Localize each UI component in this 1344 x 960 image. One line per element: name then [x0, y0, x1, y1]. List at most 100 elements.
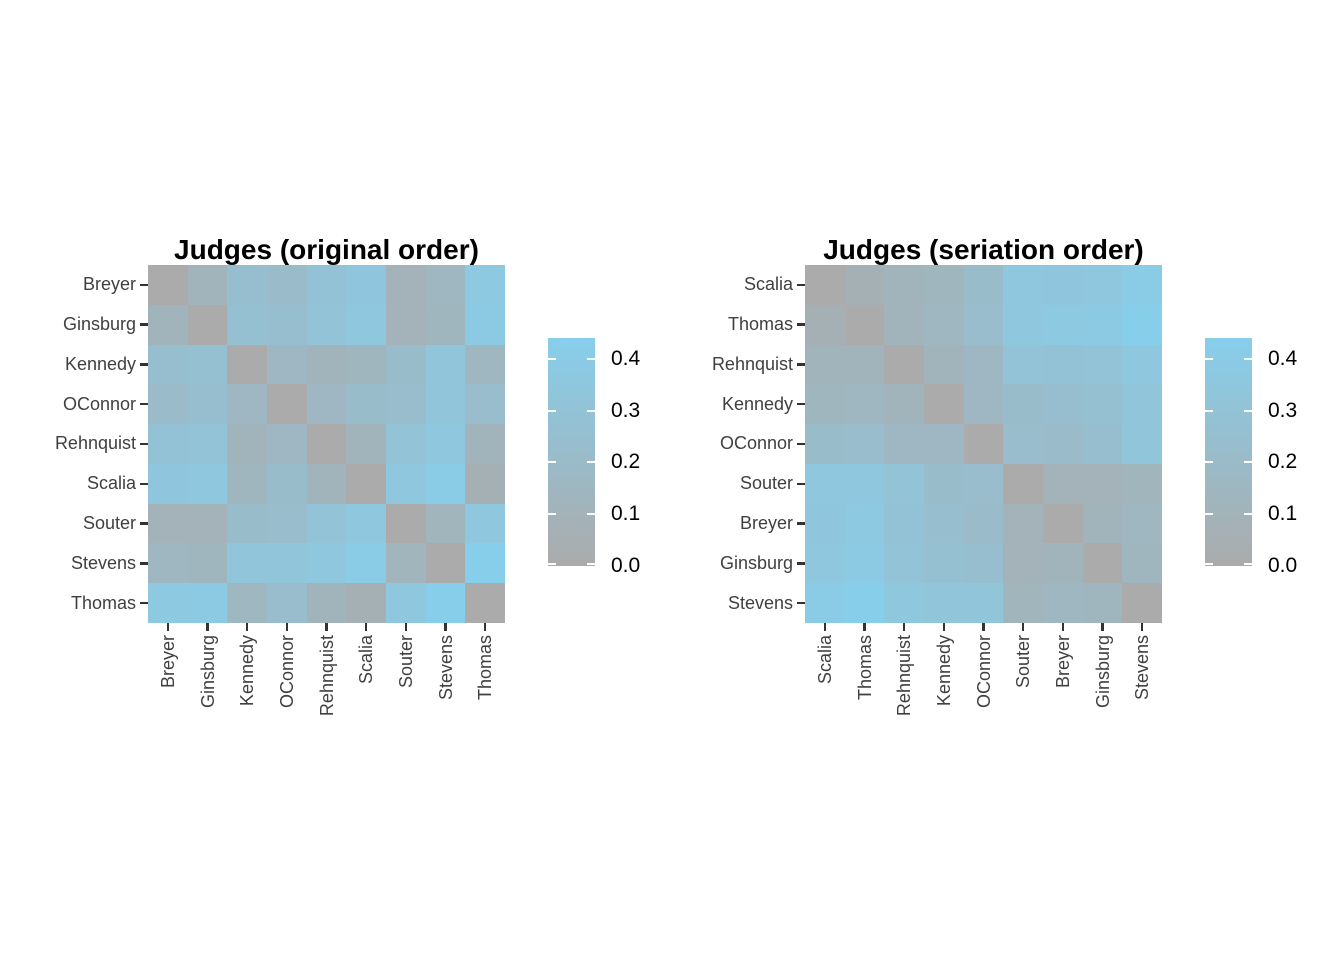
heatmap-cell	[884, 463, 925, 505]
heatmap-cell	[1003, 265, 1044, 306]
heatmap-cell	[884, 344, 925, 385]
heatmap-cell	[844, 304, 885, 345]
heatmap-cell	[1122, 503, 1163, 544]
heatmap-cell	[1082, 543, 1123, 584]
legend-tick-dash	[548, 461, 556, 464]
heatmap-cell	[805, 344, 846, 385]
y-axis-tick	[140, 522, 148, 525]
x-axis-label: OConnor	[276, 635, 297, 709]
heatmap-cell	[148, 384, 189, 425]
heatmap-cell	[267, 344, 308, 385]
heatmap-cell	[884, 265, 925, 306]
heatmap-cell	[1043, 265, 1084, 306]
heatmap-cell	[267, 265, 308, 306]
heatmap-cell	[227, 543, 268, 584]
heatmap-cell	[227, 424, 268, 465]
heatmap-cell	[187, 344, 228, 385]
heatmap-cell	[884, 424, 925, 465]
heatmap-cell	[386, 463, 427, 505]
x-axis-tick	[863, 623, 866, 631]
heatmap-cell	[805, 384, 846, 425]
heatmap-cell	[227, 384, 268, 425]
legend-tick-label: 0.1	[611, 502, 641, 526]
heatmap-cell	[1122, 543, 1163, 584]
heatmap-cell	[963, 344, 1004, 385]
y-axis-label: Scalia	[743, 274, 793, 295]
heatmap-cell	[306, 543, 347, 584]
legend-tick-dash	[587, 513, 595, 516]
x-axis-label: Souter	[395, 635, 416, 689]
heatmap-cell	[227, 344, 268, 385]
y-axis-tick	[140, 363, 148, 366]
y-axis-tick	[797, 402, 805, 406]
heatmap-cell	[306, 503, 347, 544]
heatmap-cell	[425, 503, 466, 544]
heatmap-cell	[884, 503, 925, 544]
legend-tick-dash	[548, 357, 556, 360]
legend-tick-dash	[548, 409, 556, 412]
heatmap-cell	[227, 503, 268, 544]
chart-title-original: Judges (original order)	[174, 234, 479, 266]
legend-tick-label: 0.0	[611, 554, 641, 577]
y-axis-label: OConnor	[62, 393, 136, 414]
heatmap-cell	[187, 384, 228, 425]
legend-tick-dash	[1244, 357, 1252, 360]
heatmap-cell	[306, 583, 347, 624]
heatmap-cell	[963, 503, 1004, 544]
heatmap-cell	[805, 424, 846, 465]
heatmap-cell	[465, 503, 506, 544]
heatmap-cell	[924, 344, 965, 385]
heatmap-cell	[844, 384, 885, 425]
heatmap-cell	[963, 304, 1004, 345]
legend-tick-dash	[587, 409, 595, 412]
heatmap-cell	[465, 543, 506, 584]
x-axis-tick	[1061, 623, 1065, 631]
x-axis-tick	[1140, 623, 1144, 631]
heatmap-cell	[267, 583, 308, 624]
x-axis-label: Scalia	[814, 635, 835, 685]
x-axis-label: Rehnquist	[894, 635, 915, 717]
heatmap-cell	[306, 384, 347, 425]
heatmap-cell	[346, 304, 387, 345]
y-axis-label: Ginsburg	[719, 552, 793, 573]
y-axis-tick	[140, 323, 148, 326]
x-axis-label: Souter	[1013, 635, 1034, 689]
heatmap-cell	[267, 304, 308, 345]
x-axis-tick	[206, 623, 209, 631]
heatmap-grid-original	[148, 265, 506, 624]
heatmap-cell	[1043, 463, 1084, 505]
heatmap-cell	[844, 265, 885, 306]
x-axis-label: Breyer	[157, 635, 178, 689]
heatmap-cell	[1122, 424, 1163, 465]
heatmap-cell	[187, 583, 228, 624]
heatmap-cell	[1082, 265, 1123, 306]
heatmap-cell	[844, 463, 885, 505]
legend-tick-dash	[587, 461, 595, 464]
legend-tick-dash	[1244, 461, 1252, 464]
heatmap-cell	[346, 583, 387, 624]
x-axis-tick	[1101, 623, 1104, 631]
heatmap-cell	[1122, 265, 1163, 306]
legend-tick-dash	[1205, 357, 1213, 360]
heatmap-cell	[805, 583, 846, 624]
legend-tick-dash	[587, 563, 595, 565]
legend-gradient-bar	[548, 338, 595, 566]
heatmap-cell	[346, 344, 387, 385]
heatmap-cell	[1082, 503, 1123, 544]
y-axis-label: Thomas	[727, 314, 793, 335]
y-axis-tick	[797, 522, 805, 525]
heatmap-cell	[227, 463, 268, 505]
heatmap-cell	[963, 384, 1004, 425]
legend-tick-dash	[548, 513, 556, 516]
heatmap-cell	[148, 265, 189, 306]
heatmap-cell	[924, 304, 965, 345]
x-axis-label: OConnor	[973, 635, 994, 709]
heatmap-cell	[148, 463, 189, 505]
heatmap-cell	[805, 463, 846, 505]
heatmap-cell	[884, 543, 925, 584]
heatmap-cell	[805, 304, 846, 345]
legend-tick-dash	[1244, 563, 1252, 565]
heatmap-cell	[267, 463, 308, 505]
y-axis-label: Rehnquist	[54, 433, 136, 454]
heatmap-cell	[227, 583, 268, 624]
